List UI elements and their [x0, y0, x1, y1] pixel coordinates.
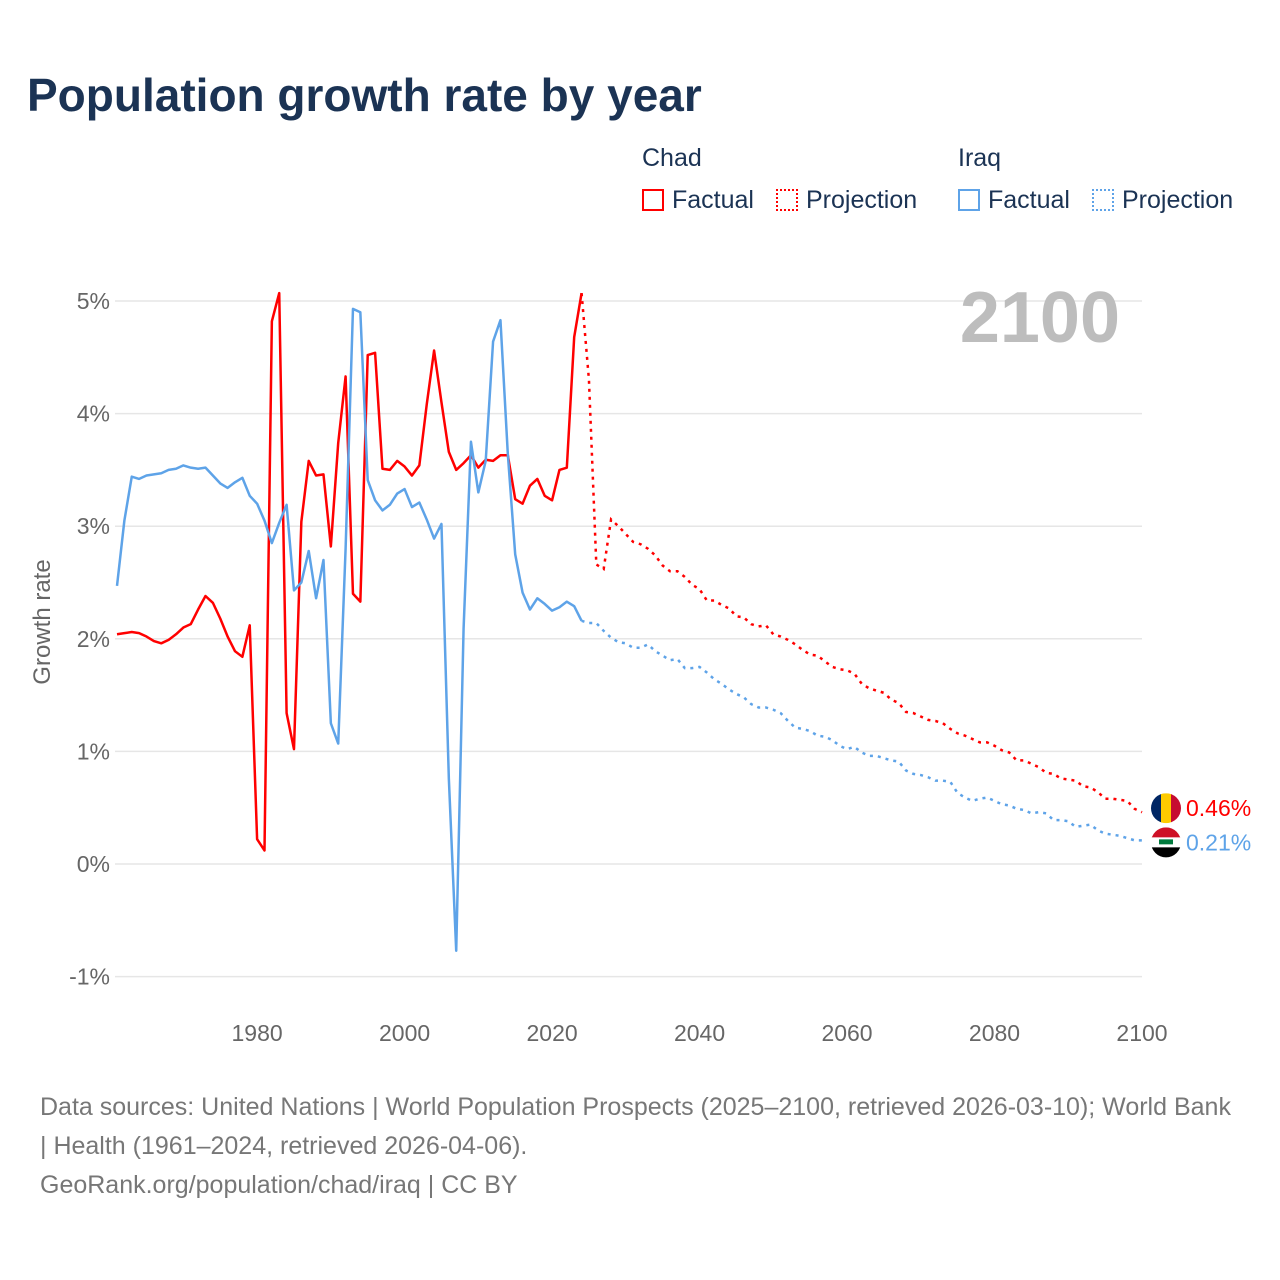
legend-iraq-factual[interactable]: Factual [958, 186, 1070, 215]
legend-label: Projection [1122, 186, 1234, 214]
y-tick-label: 1% [77, 738, 110, 764]
y-tick-label: -1% [69, 964, 110, 990]
iraq-end-value-label: 0.21% [1186, 829, 1251, 855]
x-tick-label: 2040 [674, 1020, 725, 1046]
iraq-factual-line [115, 307, 583, 952]
iraq-projection-line [581, 619, 1142, 842]
chad-projection-line [580, 293, 1143, 814]
legend-label: Projection [806, 186, 918, 214]
legend-swatch-solid [958, 189, 980, 211]
y-tick-label: 3% [77, 513, 110, 539]
x-tick-label: 2020 [526, 1020, 577, 1046]
y-tick-label: 0% [77, 851, 110, 877]
legend-swatch-solid [642, 189, 664, 211]
legend-label: Factual [672, 186, 754, 214]
y-tick-label: 4% [77, 401, 110, 427]
legend-chad-projection[interactable]: Projection [776, 186, 917, 215]
y-tick-label: 2% [77, 626, 110, 652]
y-tick-label: 5% [77, 288, 110, 314]
y-axis-label: Growth rate [29, 559, 56, 684]
chad-flag-icon [1151, 793, 1181, 824]
x-tick-label: 2080 [969, 1020, 1020, 1046]
chad-factual-line [116, 291, 583, 852]
legend-swatch-dotted [1092, 189, 1114, 211]
legend-chad-factual[interactable]: Factual [642, 186, 754, 215]
legend-swatch-dotted [776, 189, 798, 211]
legend-iraq-title: Iraq [958, 144, 1002, 172]
legend-iraq-projection[interactable]: Projection [1092, 186, 1233, 215]
data-sources: Data sources: United Nations | World Pop… [40, 1093, 1231, 1160]
x-tick-label: 2100 [1116, 1020, 1167, 1046]
x-tick-label: 2060 [821, 1020, 872, 1046]
x-tick-label: 2000 [379, 1020, 430, 1046]
chart-title: Population growth rate by year [27, 69, 702, 121]
chad-end-value-label: 0.46% [1186, 795, 1251, 821]
footer: Data sources: United Nations | World Pop… [40, 1088, 1240, 1205]
iraq-flag-icon [1151, 827, 1181, 858]
legend-label: Factual [988, 186, 1070, 214]
x-tick-label: 1980 [232, 1020, 283, 1046]
line-chart: 5% 4% 3% 2% 1% 0% -1% 1980 2000 2020 2040 2060 2080 2… [29, 278, 1251, 1046]
year-display: 2100 [960, 278, 1120, 358]
legend-chad-title: Chad [642, 144, 702, 172]
credit-link[interactable]: GeoRank.org/population/chad/iraq | CC BY [40, 1171, 518, 1199]
